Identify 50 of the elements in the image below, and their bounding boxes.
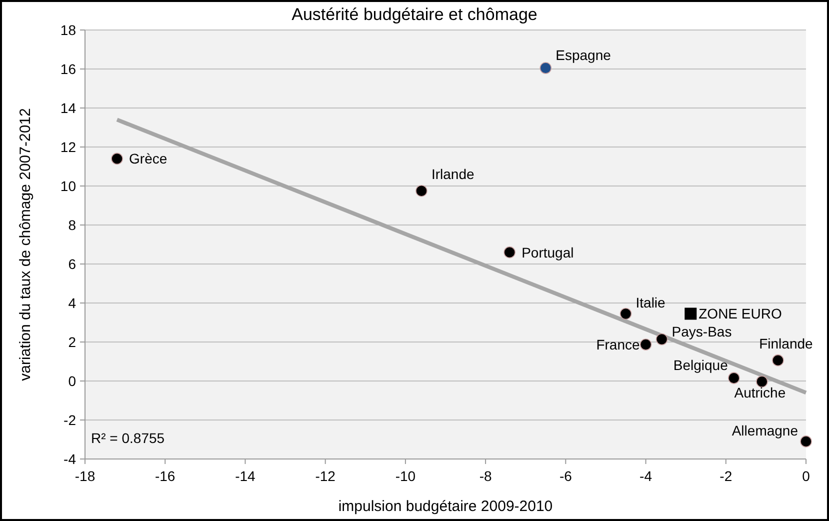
x-tick-label: -12 xyxy=(315,468,336,484)
point xyxy=(540,62,552,74)
x-tick-label: -18 xyxy=(74,468,96,484)
x-tick-label: -16 xyxy=(154,468,176,484)
annotation: Grèce xyxy=(129,150,168,167)
point xyxy=(756,376,768,388)
annotation: Espagne xyxy=(556,47,612,64)
y-tick-label: 0 xyxy=(68,372,76,389)
y-tick-label: 12 xyxy=(60,138,76,155)
y-tick-label: -2 xyxy=(64,412,76,428)
x-tick-label: -10 xyxy=(395,468,416,484)
point xyxy=(620,308,632,320)
annotation: Irlande xyxy=(431,166,474,182)
point xyxy=(772,354,784,366)
x-tick-label: -14 xyxy=(235,468,256,484)
y-tick-label: 2 xyxy=(68,334,76,350)
annotation: Allemagne xyxy=(732,422,798,438)
y-axis-title: variation du taux de chômage 2007-2012 xyxy=(17,108,34,381)
y-tick-label: 18 xyxy=(60,22,76,38)
x-tick-label: -6 xyxy=(559,468,572,484)
annotation: R² = 0.8755 xyxy=(91,430,165,446)
y-tick-label: 8 xyxy=(68,216,76,233)
annotation: Autriche xyxy=(734,384,786,401)
point xyxy=(416,184,428,197)
x-tick-label: -8 xyxy=(479,468,492,484)
annotation: Belgique xyxy=(673,357,728,374)
y-tick-label: 10 xyxy=(60,178,76,194)
point xyxy=(656,333,668,346)
point xyxy=(640,338,652,350)
annotation: ZONE EURO xyxy=(698,306,782,322)
annotation: France xyxy=(596,336,640,353)
x-axis-title: impulsion budgétaire 2009-2010 xyxy=(338,498,553,515)
point xyxy=(728,372,740,384)
y-tick-label: 6 xyxy=(68,256,76,272)
annotation: Pays-Bas xyxy=(672,323,732,340)
annotation: Italie xyxy=(636,294,666,311)
y-tick-label: 14 xyxy=(60,100,76,116)
point xyxy=(504,246,516,258)
x-tick-label: 0 xyxy=(802,468,810,484)
point xyxy=(684,308,697,320)
y-tick-label: -4 xyxy=(64,450,76,467)
annotation: Finlande xyxy=(759,335,814,352)
y-tick-label: 4 xyxy=(68,294,76,311)
annotation: Portugal xyxy=(522,244,574,260)
x-tick-label: -2 xyxy=(720,468,732,484)
point xyxy=(111,152,123,165)
chart-title: Austérité budgétaire et chômage xyxy=(292,5,538,24)
x-tick-label: -4 xyxy=(640,468,652,484)
point xyxy=(800,436,812,448)
y-tick-label: 16 xyxy=(60,60,76,77)
